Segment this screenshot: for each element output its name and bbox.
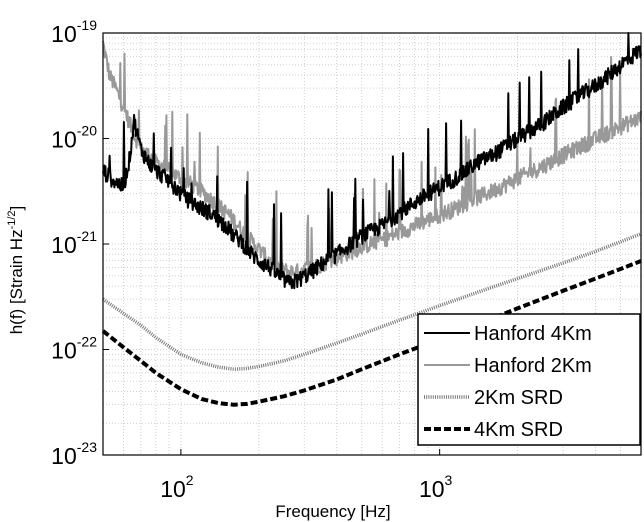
y-tick-exponent: -21 xyxy=(77,228,97,244)
y-tick-label: 10-22 xyxy=(51,334,97,364)
legend-label: Hanford 2Km xyxy=(474,355,592,377)
legend-label: 2Km SRD xyxy=(474,387,563,409)
y-tick-base: 10 xyxy=(51,338,77,364)
legend-label: 4Km SRD xyxy=(474,419,563,441)
y-tick-label: 10-21 xyxy=(51,228,97,258)
x-tick-base: 10 xyxy=(419,476,445,502)
series-line-2km-srd xyxy=(102,232,642,371)
x-tick-exponent: 3 xyxy=(445,472,453,488)
x-tick-base: 10 xyxy=(160,476,186,502)
y-axis-label-exponent: -1/2 xyxy=(6,210,18,229)
y-tick-base: 10 xyxy=(51,21,77,47)
legend-label: Hanford 4Km xyxy=(474,323,592,345)
y-tick-base: 10 xyxy=(51,127,77,153)
series-line-hanford-2km xyxy=(102,40,642,281)
series-line-hanford-4km xyxy=(102,32,642,290)
y-tick-label: 10-20 xyxy=(51,123,97,153)
y-tick-base: 10 xyxy=(51,232,77,258)
y-axis-label-end: ] xyxy=(7,206,26,211)
y-tick-exponent: -23 xyxy=(77,439,97,455)
series-layer xyxy=(101,32,642,407)
y-tick-label: 10-19 xyxy=(51,17,97,47)
y-tick-exponent: -19 xyxy=(77,17,97,33)
y-axis-label: h(f) [Strain Hz-1/2] xyxy=(6,206,26,335)
legend-box xyxy=(417,313,641,446)
y-tick-exponent: -22 xyxy=(77,334,97,350)
y-axis-label-main: h(f) [Strain Hz xyxy=(7,229,26,334)
x-tick-labels: 102 103 xyxy=(160,449,453,502)
x-axis-label: Frequency [Hz] xyxy=(275,502,390,521)
x-tick-label: 102 xyxy=(160,472,194,502)
x-tick-exponent: 2 xyxy=(186,472,194,488)
y-tick-base: 10 xyxy=(51,443,77,469)
y-tick-label: 10-23 xyxy=(51,439,97,469)
x-tick-label: 103 xyxy=(419,472,453,502)
series-line-4km-srd xyxy=(101,259,642,407)
legend: Hanford 4Km Hanford 2Km 2Km SRD 4Km SRD xyxy=(417,313,641,446)
y-tick-exponent: -20 xyxy=(77,123,97,139)
